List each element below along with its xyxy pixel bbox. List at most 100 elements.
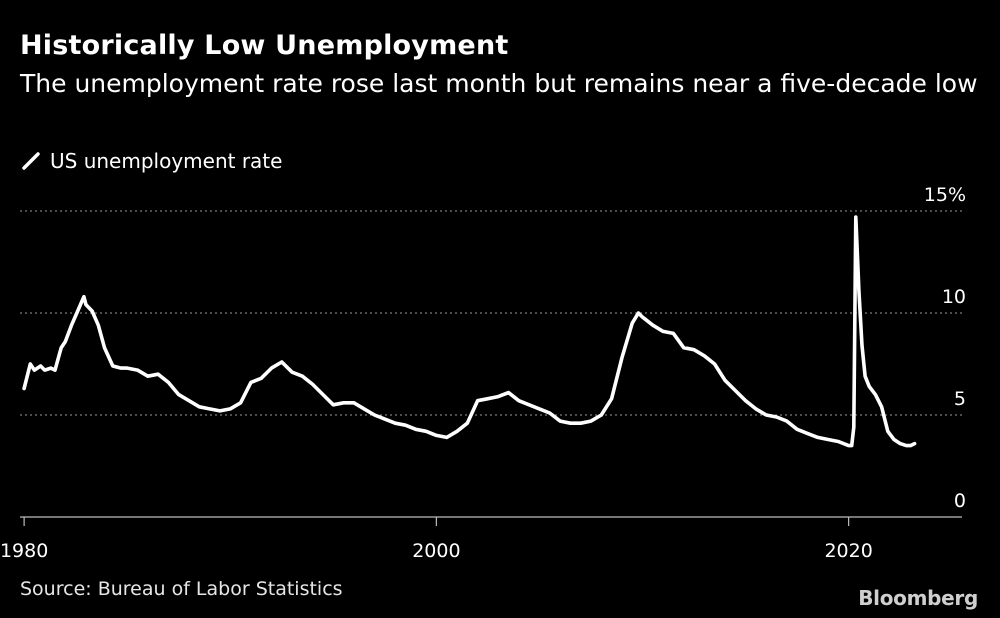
data-point-0-29 [239,402,242,404]
data-point-0-88 [837,440,840,443]
data-point-0-57 [528,404,530,406]
data-point-0-1 [29,363,32,365]
x-axis-tick-labels: 1980 2000 2020 [0,540,873,562]
x-axis [20,516,962,526]
chart-title: Historically Low Unemployment [20,30,509,61]
data-point-0-12 [85,304,87,306]
data-point-0-14 [97,324,100,327]
data-point-0-8 [64,340,67,343]
data-point-0-71 [662,330,664,333]
data-point-0-91 [853,426,855,429]
x-tick-label-2020: 2020 [824,540,872,562]
data-point-0-34 [291,371,293,374]
data-point-0-9 [70,324,73,327]
data-point-0-66 [621,357,623,359]
data-point-0-65 [610,397,613,400]
data-point-0-18 [126,367,128,369]
data-point-0-36 [311,383,314,386]
data-point-0-47 [425,430,427,433]
legend: US unemployment rate [20,149,282,173]
data-point-0-78 [734,389,737,392]
data-point-0-52 [476,399,479,402]
data-point-0-64 [600,414,603,416]
data-point-0-3 [39,365,42,367]
data-point-0-101 [899,442,901,445]
data-point-0-24 [188,399,190,402]
legend-line-swatch-icon [22,152,40,170]
data-point-0-26 [208,408,211,410]
data-point-0-15 [103,346,106,349]
series-layer [22,215,917,448]
x-tick-label-1980: 1980 [0,540,48,562]
data-point-0-55 [507,391,510,394]
data-point-0-50 [456,430,458,433]
data-point-0-77 [724,379,726,382]
y-tick-label-10: 10 [942,286,966,308]
y-tick-label-0: 0 [954,490,966,512]
data-point-0-37 [322,393,324,396]
data-point-0-6 [54,369,56,371]
data-point-0-49 [445,436,448,439]
data-point-0-85 [806,432,809,435]
data-point-0-35 [301,375,304,378]
data-point-0-73 [682,346,685,349]
data-point-0-43 [384,418,386,420]
data-point-0-33 [281,361,283,363]
data-point-0-103 [909,444,912,447]
data-point-0-74 [693,348,695,351]
data-point-0-53 [487,397,489,400]
data-point-0-19 [136,369,139,371]
data-point-0-95 [864,375,866,378]
data-point-0-27 [219,410,221,412]
data-point-0-89 [847,444,850,447]
source-note: Source: Bureau of Labor Statistics [20,578,343,600]
data-point-0-94 [861,344,863,347]
data-point-0-79 [744,399,747,402]
data-point-0-5 [50,367,52,369]
data-point-0-31 [260,377,263,380]
data-point-0-72 [672,332,675,335]
data-point-0-61 [569,422,572,425]
data-point-0-44 [394,422,397,425]
data-point-0-54 [497,395,500,398]
data-point-0-62 [579,422,582,425]
data-point-0-2 [33,369,36,371]
data-point-0-48 [435,434,438,437]
data-point-0-40 [353,402,355,404]
data-point-0-69 [641,316,644,318]
data-point-0-92 [855,216,857,218]
data-point-0-46 [415,428,417,431]
y-tick-label-15: 15% [924,184,966,206]
data-point-0-60 [559,420,561,422]
data-point-0-99 [887,430,889,433]
data-point-0-4 [43,369,46,371]
data-point-0-13 [91,310,93,312]
data-point-0-90 [850,444,853,447]
data-point-0-68 [637,312,640,314]
data-point-0-87 [827,438,829,441]
x-tick-label-2000: 2000 [412,540,460,562]
data-point-0-10 [76,310,79,312]
data-point-0-41 [363,408,366,410]
y-axis-tick-labels: 0 5 10 15% [924,184,966,512]
data-point-0-32 [270,367,273,369]
data-point-0-75 [703,355,706,357]
data-point-0-82 [775,416,778,418]
data-point-0-7 [60,346,62,349]
data-point-0-102 [905,444,908,447]
data-point-0-28 [229,408,231,410]
y-tick-label-5: 5 [954,388,966,410]
data-point-0-80 [755,408,757,410]
data-point-0-86 [816,436,819,439]
bloomberg-logo: Bloomberg [858,586,978,610]
legend-label: US unemployment rate [50,149,283,173]
data-point-0-17 [120,367,122,369]
data-point-0-38 [332,404,335,406]
data-point-0-67 [631,322,633,325]
data-point-0-58 [538,408,541,410]
data-point-0-96 [868,385,870,388]
data-point-0-63 [590,420,592,422]
data-point-0-23 [177,393,180,396]
data-point-0-25 [198,406,201,408]
